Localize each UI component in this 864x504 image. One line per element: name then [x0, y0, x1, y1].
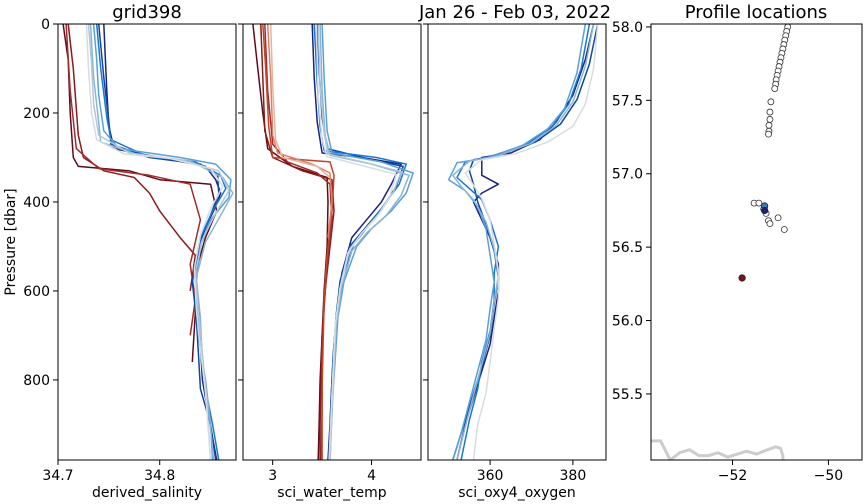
x-tick-label: 360 — [477, 468, 504, 484]
x-tick-label: −52 — [718, 468, 748, 484]
coastline — [651, 439, 785, 460]
x-tick-label: 4 — [367, 468, 376, 484]
oxygen-panel: 360 380 sci_oxy4_oxygen — [423, 23, 607, 501]
profile-line — [464, 24, 599, 460]
highlighted-profile-point — [738, 274, 746, 282]
y-tick-label: 58.0 — [612, 20, 643, 36]
profile-locations-panel: −52 −50 55.5 56.0 56.5 57.0 57.5 58.0 Profile … — [612, 2, 863, 484]
profile-line — [85, 24, 224, 460]
salinity-axes-frame — [57, 23, 237, 461]
oxygen-x-ticks: 360 380 — [477, 460, 587, 484]
longitude-x-ticks: −52 −50 — [718, 460, 843, 484]
profile-location-map — [651, 24, 792, 460]
x-tick-label: 34.8 — [144, 468, 175, 484]
profile-line — [321, 24, 414, 460]
profile-location-point — [771, 85, 779, 92]
y-tick-label: 800 — [23, 373, 50, 389]
profile-location-point — [766, 108, 774, 116]
profile-line — [262, 24, 335, 460]
profile-location-point — [774, 214, 782, 222]
profile-line — [266, 24, 333, 238]
x-tick-label: 3 — [268, 468, 277, 484]
profile-location-point — [766, 116, 774, 123]
profile-line — [252, 24, 329, 460]
profile-line — [67, 24, 197, 292]
profile-line — [87, 24, 230, 460]
y-tick-label: 57.5 — [612, 93, 643, 109]
profile-location-point — [765, 121, 773, 129]
pressure-y-ticks: 0 200 400 600 800 — [23, 17, 58, 389]
profile-line — [260, 24, 335, 460]
map-axes-frame — [650, 23, 863, 461]
profile-location-point — [765, 130, 772, 138]
temperature-axes-frame — [242, 23, 422, 461]
profile-location-point — [755, 199, 763, 207]
profile-line — [269, 24, 331, 179]
y-tick-label: 600 — [23, 284, 50, 300]
x-axis-label-salinity: derived_salinity — [92, 485, 202, 501]
y-tick-label: 55.5 — [612, 387, 643, 403]
salinity-profiles — [62, 24, 234, 460]
salinity-x-ticks: 34.7 34.8 — [42, 460, 175, 484]
y-axis-label-pressure: Pressure [dbar] — [3, 188, 19, 295]
oxygen-profiles — [447, 24, 599, 460]
date-range-title: Jan 26 - Feb 03, 2022 — [418, 2, 611, 23]
salinity-panel: 34.7 34.8 0 200 400 600 800 grid398 derived_s… — [3, 2, 237, 501]
temperature-profiles — [252, 24, 414, 460]
highlighted-profile-point — [761, 206, 769, 215]
panel-title-profile-locations: Profile locations — [685, 2, 828, 23]
x-tick-label: 380 — [560, 468, 587, 484]
temperature-y-tickmarks — [238, 23, 243, 381]
y-tick-label: 57.0 — [612, 167, 643, 183]
profile-location-point — [766, 220, 774, 228]
oxygen-y-tickmarks — [423, 23, 428, 381]
x-axis-label-oxygen: sci_oxy4_oxygen — [458, 485, 576, 501]
oxygen-axes-frame — [427, 23, 607, 461]
x-tick-label: 34.7 — [42, 468, 73, 484]
y-tick-label: 56.5 — [612, 240, 643, 256]
x-axis-label-temperature: sci_water_temp — [277, 485, 387, 501]
profile-line — [452, 24, 595, 460]
y-tick-label: 0 — [41, 17, 50, 33]
panel-title-grid398: grid398 — [112, 2, 182, 23]
latitude-y-ticks: 55.5 56.0 56.5 57.0 57.5 58.0 — [612, 20, 651, 403]
profile-location-point — [767, 98, 775, 106]
y-tick-label: 56.0 — [612, 314, 643, 330]
x-tick-label: −50 — [814, 468, 844, 484]
profile-location-point — [780, 226, 788, 233]
y-tick-label: 200 — [23, 106, 50, 122]
y-tick-label: 400 — [23, 195, 50, 211]
profile-line — [315, 24, 398, 460]
